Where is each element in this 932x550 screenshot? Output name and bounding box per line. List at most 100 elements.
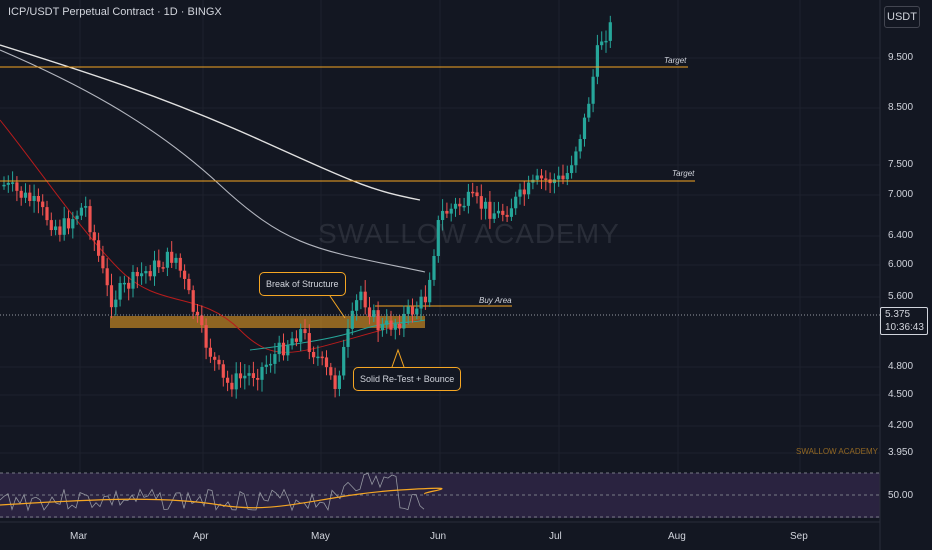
candle-body [587, 103, 591, 118]
candle-body [152, 260, 157, 277]
rsi-line [0, 472, 425, 512]
time-axis-label: Jul [549, 531, 562, 542]
chart-grid [0, 0, 880, 520]
ma-mid [0, 49, 426, 273]
time-axis-label: Mar [70, 531, 88, 542]
candle-body [234, 373, 238, 390]
time-axis-label: Apr [193, 531, 209, 542]
candle-body [58, 226, 62, 235]
candle-body [402, 313, 406, 329]
candle-body [410, 306, 415, 315]
candle-body [238, 373, 243, 379]
candle-body [535, 175, 539, 180]
candle-body [15, 182, 19, 191]
candle-body [458, 203, 462, 207]
candle-body [565, 173, 569, 180]
candle-body [449, 208, 453, 214]
candle-body [462, 205, 466, 208]
watermark-small: SWALLOW ACADEMY [796, 447, 878, 456]
candle-body [2, 184, 6, 187]
candle-body [32, 196, 36, 201]
candle-body [49, 220, 53, 231]
candle-body [208, 347, 212, 357]
candle-body [273, 354, 277, 364]
candle-body [488, 201, 492, 219]
candle-body [385, 320, 389, 325]
candle-body [604, 40, 608, 43]
candle-body [247, 373, 251, 376]
candle-body [148, 271, 152, 277]
candle-body [161, 267, 165, 269]
candle-body [432, 255, 436, 280]
candle-body [88, 206, 92, 233]
candle-body [118, 283, 122, 300]
candle-body [277, 342, 281, 355]
candle-body [114, 299, 118, 308]
candle-body [303, 329, 307, 334]
candle-body [514, 196, 518, 209]
candle-body [475, 192, 479, 197]
candle-body [346, 328, 350, 347]
candle-body [453, 203, 458, 209]
candle-body [191, 290, 195, 312]
candle-body [518, 189, 522, 197]
candle-body [170, 251, 174, 263]
candle-body [591, 76, 595, 104]
candle-body [6, 182, 10, 185]
candle-body [195, 311, 200, 316]
candle-body [608, 22, 612, 41]
time-axis-label: Jun [430, 531, 447, 542]
candle-body [281, 342, 286, 356]
candle-body [290, 338, 294, 346]
rsi-level-label: 50.00 [888, 490, 914, 501]
candle-body [92, 232, 96, 241]
candle-body [445, 210, 449, 214]
candle-body [574, 151, 578, 166]
candle-body [466, 191, 470, 206]
candle-body [217, 359, 221, 365]
buy-area-zone [110, 305, 512, 328]
candle-body [299, 329, 303, 342]
candle-body [127, 282, 131, 289]
candle-body [183, 270, 187, 279]
candle-body [372, 310, 376, 318]
candle-body [269, 363, 273, 366]
price-axis-label: 6.400 [888, 230, 914, 241]
axes [0, 0, 881, 550]
candle-body [28, 192, 32, 201]
candle-body [105, 268, 109, 286]
candle-body [84, 206, 88, 208]
candle-body [595, 45, 599, 77]
candle-body [570, 165, 574, 174]
current-price-tag: 5.375 10:36:43 [880, 307, 928, 335]
price-axis-label: 8.500 [888, 102, 914, 113]
candle-body [359, 291, 363, 301]
candle-body [479, 196, 483, 209]
buy-area-label: Buy Area [479, 296, 512, 305]
candle-body [376, 310, 380, 331]
candle-body [333, 375, 337, 389]
candle-body [54, 226, 58, 231]
candle-body [522, 189, 526, 195]
candle-body [200, 315, 204, 326]
candle-body [260, 366, 264, 380]
candle-body [544, 178, 548, 180]
retest-callout: Solid Re-Test + Bounce [353, 367, 462, 391]
candle-body [557, 175, 561, 180]
candle-body [561, 175, 565, 180]
currency-button[interactable]: USDT [884, 6, 920, 28]
candle-body [342, 346, 346, 376]
price-axis-label: 7.000 [888, 189, 914, 200]
candle-body [389, 320, 393, 330]
price-axis-label: 4.500 [888, 389, 914, 400]
candle-body [62, 218, 66, 235]
candle-body [484, 201, 488, 209]
rsi-signal-line [0, 487, 443, 509]
ma-long [0, 44, 421, 201]
candle-body [436, 220, 440, 256]
candle-body [380, 324, 384, 331]
candle-body [324, 357, 329, 368]
target-lower-label: Target [672, 169, 695, 178]
candle-body [539, 175, 544, 179]
